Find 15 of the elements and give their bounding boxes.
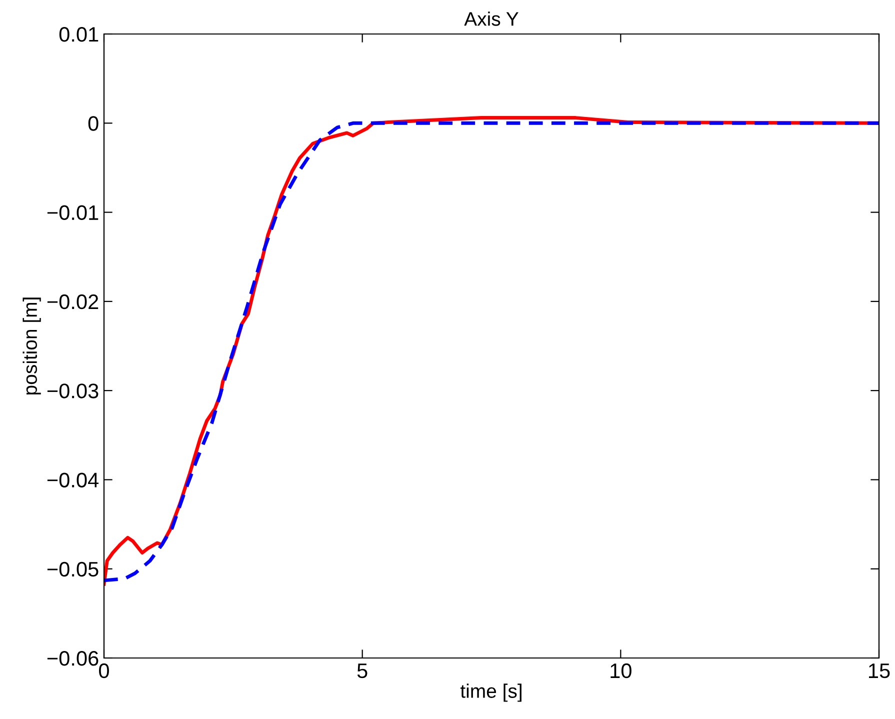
y-tick-label: −0.05 — [47, 562, 98, 577]
y-tick-label: −0.03 — [47, 384, 98, 398]
chart-title: Axis Y — [464, 12, 518, 26]
y-tick-label: −0.06 — [47, 651, 98, 666]
x-tick-label: 5 — [357, 664, 368, 678]
x-tick-label: 0 — [99, 663, 109, 678]
x-axis-title: time [s] — [460, 684, 522, 702]
y-tick-label: 0 — [88, 116, 98, 131]
y-tick-label: −0.02 — [47, 294, 98, 310]
x-tick-label: 15 — [869, 664, 890, 678]
y-tick-label: −0.01 — [47, 205, 98, 220]
y-axis-title: position [m] — [22, 298, 41, 394]
y-tick-label: −0.04 — [47, 472, 99, 488]
y-tick-label: 0.01 — [59, 27, 98, 42]
x-tick-label: 10 — [610, 663, 632, 678]
